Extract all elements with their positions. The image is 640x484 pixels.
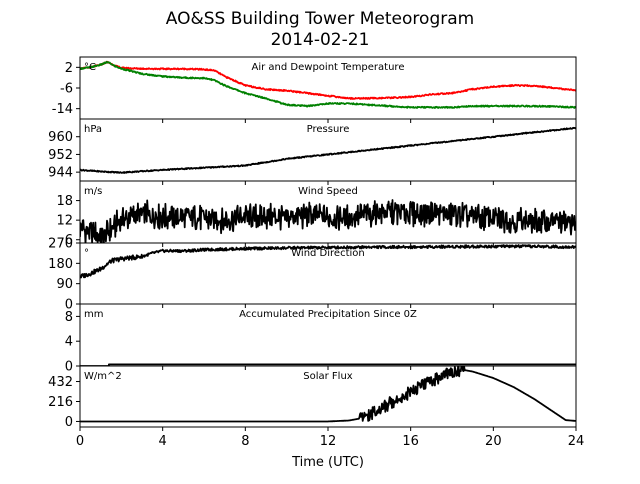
y-tick-label: 12 (56, 214, 73, 229)
x-tick-label: 20 (485, 434, 502, 449)
series-line-wind-speed-0 (80, 199, 576, 243)
y-tick-label: 0 (65, 415, 73, 430)
chart-subtitle: 2014-02-21 (271, 30, 370, 50)
panel-title: Air and Dewpoint Temperature (252, 62, 405, 73)
y-tick-label: 270 (48, 237, 73, 252)
y-tick-label: 18 (56, 194, 73, 209)
x-tick-label: 12 (320, 434, 337, 449)
y-tick-label: 216 (48, 395, 73, 410)
series-line-wind-direction-0 (80, 244, 576, 279)
panel-title: Solar Flux (303, 371, 353, 382)
panel-solar-flux: 432 216 0 W/m^2 Solar Flux (48, 365, 577, 431)
y-tick-label: -6 (60, 82, 73, 97)
x-tick-label: 8 (241, 434, 249, 449)
x-tick-label: 0 (76, 434, 84, 449)
x-tick-label: 4 (159, 434, 167, 449)
y-tick-label: 952 (48, 148, 73, 163)
y-tick-label: 0 (65, 360, 73, 375)
panel-unit-label: hPa (84, 124, 102, 135)
y-tick-label: 180 (48, 257, 73, 272)
series-line-pressure-0 (80, 126, 576, 174)
series-line-temperature-0 (80, 60, 576, 100)
panel-unit-label: ° (84, 248, 89, 259)
y-tick-label: 4 (65, 335, 73, 350)
y-tick-label: 90 (56, 277, 73, 292)
y-tick-label: 8 (65, 310, 73, 325)
x-tick-label: 24 (568, 434, 585, 449)
y-tick-label: 0 (65, 298, 73, 313)
y-tick-label: -14 (52, 102, 73, 117)
chart-title: AO&SS Building Tower Meteorogram (166, 9, 474, 29)
y-tick-label: 6 (65, 233, 73, 248)
panel-unit-label: mm (84, 309, 103, 320)
panel-title: Accumulated Precipitation Since 0Z (239, 309, 417, 320)
panel-title: Pressure (307, 124, 350, 135)
panel-temperature: 2 -6 -14 °C Air and Dewpoint Temperature (52, 56, 577, 123)
panel-unit-label: °C (84, 62, 96, 73)
panel-wind-speed: 18 12 6 m/s Wind Speed (56, 180, 577, 248)
series-line-temperature-1 (80, 60, 576, 109)
x-tick-label: 16 (402, 434, 419, 449)
y-tick-label: 944 (48, 166, 73, 181)
series-line-precipitation-0 (80, 363, 576, 366)
y-tick-label: 432 (48, 375, 73, 390)
panel-unit-label: W/m^2 (84, 371, 122, 382)
y-tick-label: 960 (48, 130, 73, 145)
y-tick-label: 2 (65, 61, 73, 76)
panel-title: Wind Direction (291, 248, 365, 259)
series-line-solar-flux-0 (80, 366, 576, 423)
panel-title: Wind Speed (298, 186, 358, 197)
panel-precipitation: 8 4 0 mm Accumulated Precipitation Since 0Z (65, 303, 577, 375)
panel-unit-label: m/s (84, 186, 102, 197)
x-axis-label: Time (UTC) (291, 455, 364, 470)
panel-pressure: 960 952 944 hPa Pressure (48, 118, 577, 185)
panel-wind-direction: 270 180 90 0 ° Wind Direction (48, 237, 577, 313)
